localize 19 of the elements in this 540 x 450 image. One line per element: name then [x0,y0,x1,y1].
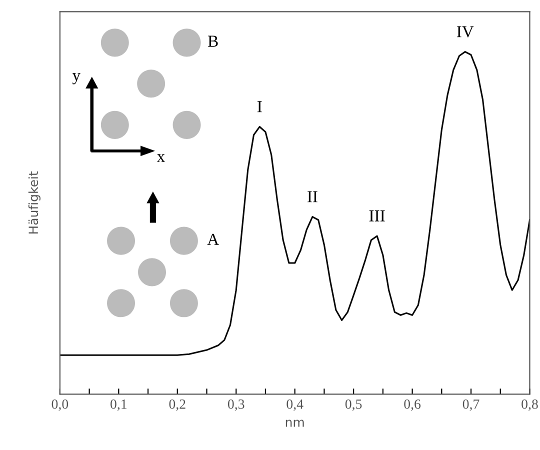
annotation: II [308,191,318,202]
annotation: A [207,234,219,245]
x-tick-label: 0,7 [462,399,480,411]
x-axis-title: nm [286,420,304,427]
x-tick-label: 0,8 [522,399,538,411]
annotation: IV [456,26,474,38]
x-tick-label: 0,4 [286,399,304,411]
y-axis-title: Häufigkeit [28,171,40,234]
annotation: x [156,154,165,162]
annotation: III [369,210,385,222]
text: B [208,36,218,47]
x-tick-label: 0,3 [228,399,244,411]
annotation: y [72,73,80,84]
annotation: I [257,101,262,112]
x-tick-label: 0,1 [110,399,127,411]
x-tick-label: 0,0 [52,399,68,411]
x-tick-label: 0,2 [169,399,186,411]
x-tick-label: 0,6 [404,399,421,411]
x-tick-label: 0,5 [345,399,362,411]
